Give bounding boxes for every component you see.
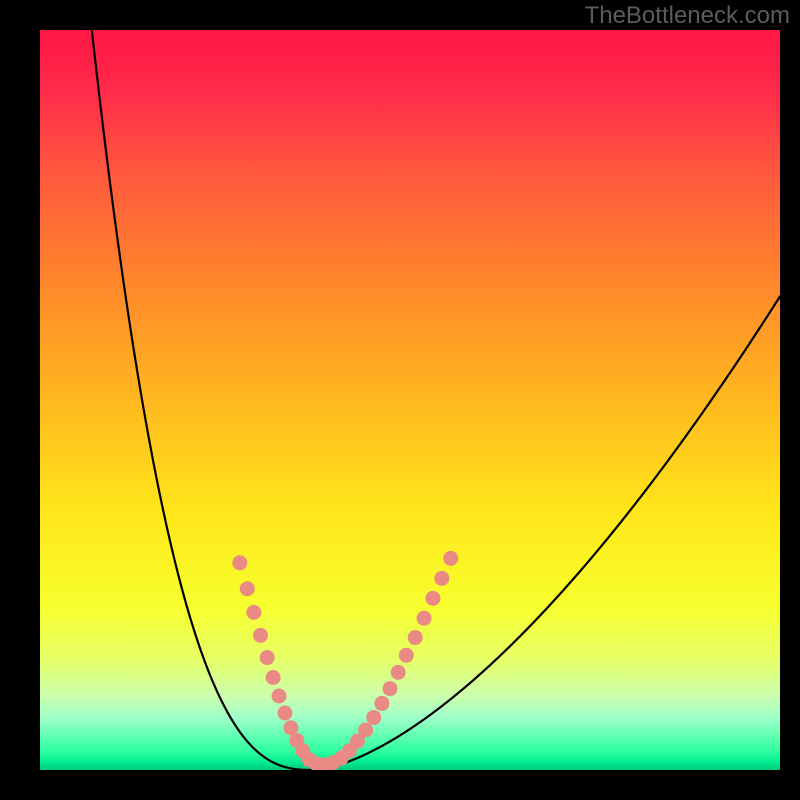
curve-bead: [391, 665, 406, 680]
curve-bead: [399, 648, 414, 663]
curve-bead: [240, 581, 255, 596]
bottleneck-chart: [0, 0, 800, 800]
curve-bead: [358, 723, 373, 738]
curve-bead: [417, 611, 432, 626]
curve-bead: [246, 605, 261, 620]
curve-bead: [277, 706, 292, 721]
curve-bead: [443, 551, 458, 566]
curve-bead: [425, 591, 440, 606]
curve-bead: [232, 555, 247, 570]
curve-bead: [266, 670, 281, 685]
watermark-text: TheBottleneck.com: [585, 2, 790, 30]
curve-bead: [366, 710, 381, 725]
curve-bead: [260, 650, 275, 665]
curve-bead: [408, 630, 423, 645]
curve-bead: [434, 571, 449, 586]
curve-bead: [374, 696, 389, 711]
curve-bead: [383, 681, 398, 696]
curve-bead: [253, 628, 268, 643]
curve-bead: [272, 689, 287, 704]
